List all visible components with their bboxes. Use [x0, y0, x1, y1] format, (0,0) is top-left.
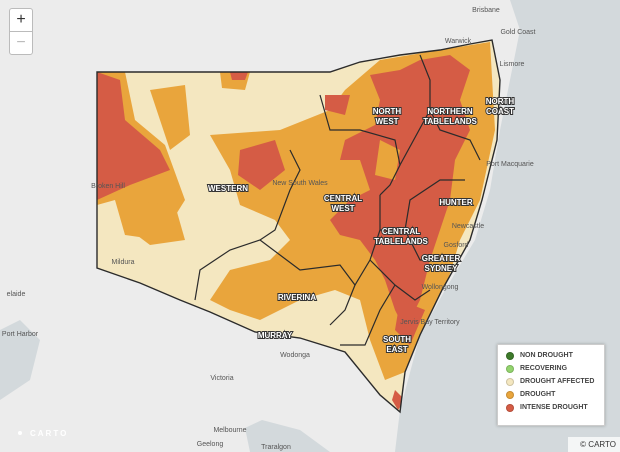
region-label: HUNTER — [439, 198, 473, 207]
zoom-out[interactable]: − — [9, 31, 33, 55]
region-label: GREATER SYDNEY — [422, 254, 461, 273]
place-label: Brisbane — [472, 7, 500, 14]
zoom-in[interactable]: + — [9, 8, 33, 32]
attribution: © CARTO — [580, 440, 616, 449]
legend-label: DROUGHT AFFECTED — [520, 378, 595, 385]
ocean — [395, 0, 620, 452]
gulf — [0, 320, 40, 400]
place-label: elaide — [7, 291, 26, 298]
legend-swatch — [506, 351, 514, 360]
legend-item: NON DROUGHT — [506, 349, 604, 362]
legend-item: RECOVERING — [506, 362, 604, 375]
place-label: Gosford — [444, 242, 469, 249]
region-label: CENTRAL WEST — [324, 194, 362, 213]
region-label: NORTH COAST — [486, 97, 515, 116]
bay — [245, 420, 330, 452]
place-label: Port Harbor — [2, 331, 39, 338]
place-label: Geelong — [197, 441, 224, 448]
region-boundaries — [96, 39, 501, 414]
legend-label: DROUGHT — [520, 391, 556, 398]
place-label: Wollongong — [422, 284, 459, 291]
legend-item: DROUGHT AFFECTED — [506, 375, 604, 388]
place-label: Newcastle — [452, 223, 484, 230]
region-label: RIVERINA — [278, 293, 316, 302]
legend-item: INTENSE DROUGHT — [506, 401, 604, 414]
region-label: NORTH WEST — [373, 107, 402, 126]
place-label: Jervis Bay Territory — [400, 319, 460, 326]
legend-swatch — [506, 377, 514, 386]
legend-label: NON DROUGHT — [520, 352, 573, 359]
legend-item: DROUGHT — [506, 388, 604, 401]
attribution-box — [568, 437, 620, 452]
legend-swatch — [506, 403, 514, 412]
logo-mark — [18, 431, 22, 435]
place-label: Mildura — [112, 259, 135, 266]
place-label: Melbourne — [213, 427, 246, 434]
place-label: Lismore — [500, 61, 525, 68]
region-label: SOUTH EAST — [383, 335, 411, 354]
legend-label: RECOVERING — [520, 365, 568, 372]
region-label: MURRAY — [258, 331, 293, 340]
legend-label: INTENSE DROUGHT — [520, 404, 588, 411]
place-label: Victoria — [210, 375, 233, 382]
place-label: Traralgon — [261, 444, 291, 451]
place-label: Gold Coast — [500, 29, 535, 36]
place-label: New South Wales — [272, 180, 328, 187]
legend-swatch — [506, 390, 514, 399]
place-label: Wodonga — [280, 352, 310, 359]
place-label: Warwick — [445, 38, 472, 45]
region-label: NORTHERN TABLELANDS — [423, 107, 477, 126]
legend-swatch — [506, 364, 514, 373]
place-label: Broken Hill — [91, 183, 125, 190]
legend: NON DROUGHT RECOVERING DROUGHT AFFECTED DRO… — [497, 344, 605, 426]
region-label: WESTERN — [208, 184, 248, 193]
logo: CARTO — [30, 429, 68, 438]
place-label: Port Macquarie — [486, 161, 534, 168]
region-label: CENTRAL TABLELANDS — [374, 227, 428, 246]
